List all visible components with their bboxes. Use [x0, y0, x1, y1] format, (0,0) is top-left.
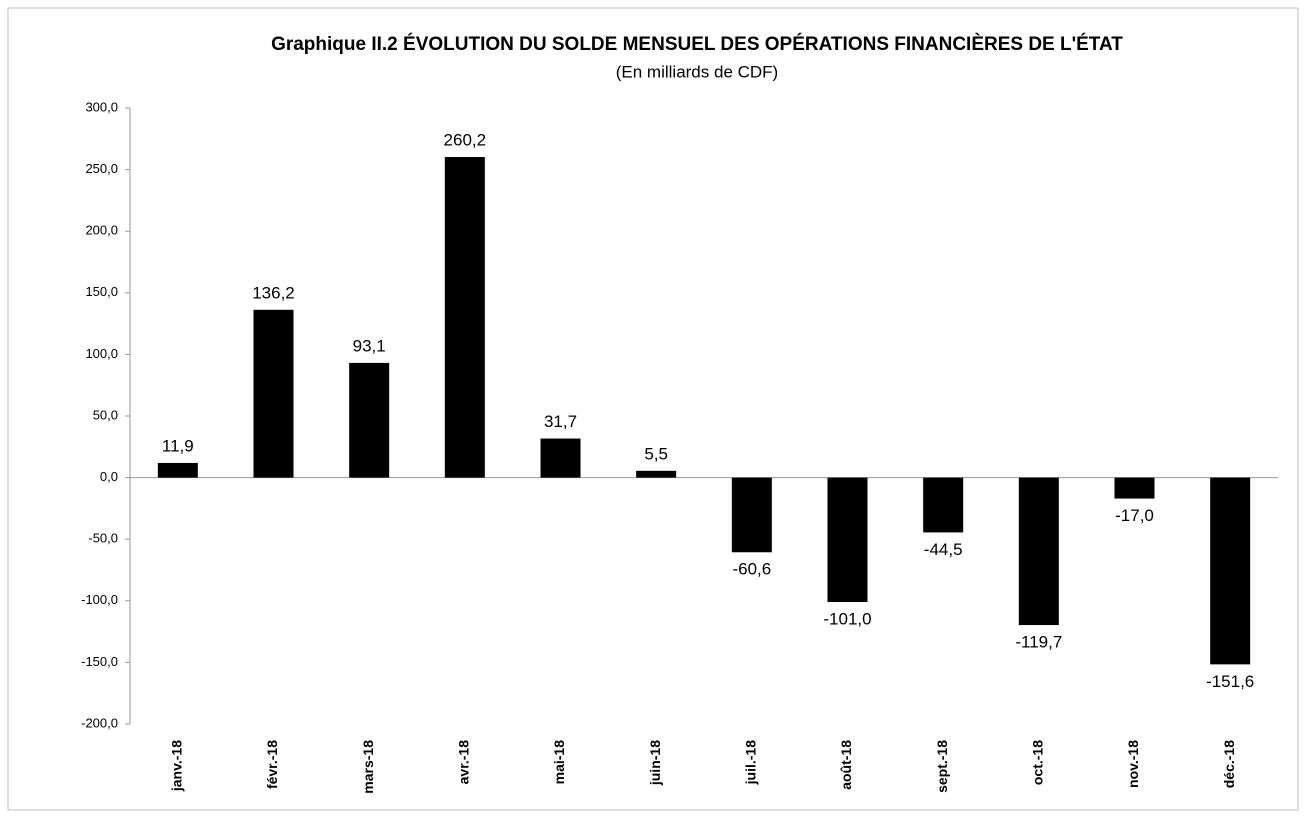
x-tick-label: avr.-18 — [456, 740, 472, 785]
value-label: 11,9 — [162, 436, 194, 455]
bar — [253, 309, 294, 478]
x-tick-label: oct.-18 — [1030, 740, 1046, 785]
chart-title: Graphique II.2 ÉVOLUTION DU SOLDE MENSUE… — [271, 33, 1123, 55]
x-tick-label: nov.-18 — [1125, 740, 1141, 788]
value-label: 31,7 — [544, 412, 577, 431]
chart-border — [7, 7, 1299, 811]
value-label: -101,0 — [823, 610, 871, 629]
value-label: 5,5 — [644, 444, 668, 463]
bar — [1018, 477, 1059, 626]
x-tick-label: sept.-18 — [934, 740, 950, 793]
y-tick-label: 150,0 — [85, 284, 118, 299]
y-tick-label: 100,0 — [85, 346, 118, 361]
x-tick-label: mars-18 — [360, 740, 376, 794]
x-tick-label: août-18 — [838, 740, 854, 790]
value-label: 93,1 — [353, 336, 386, 355]
bar — [1210, 477, 1251, 665]
value-label: 136,2 — [252, 283, 295, 302]
chart-subtitle: (En milliards de CDF) — [616, 62, 778, 81]
value-label: 260,2 — [444, 131, 487, 150]
bar — [349, 362, 390, 478]
y-tick-label: -100,0 — [81, 592, 118, 607]
value-label: -44,5 — [924, 540, 963, 559]
bar — [540, 438, 581, 478]
bar — [827, 477, 868, 603]
bar — [923, 477, 964, 533]
x-tick-label: mai-18 — [551, 740, 567, 785]
x-tick-label: juil.-18 — [743, 740, 759, 786]
bar — [731, 477, 772, 553]
x-tick-label: janv.-18 — [169, 740, 185, 792]
bar — [444, 157, 485, 478]
value-label: -119,7 — [1015, 633, 1062, 652]
y-tick-label: 300,0 — [85, 99, 118, 114]
bar — [1114, 477, 1155, 499]
bar — [157, 462, 198, 478]
y-tick-label: 200,0 — [85, 223, 118, 238]
x-tick-label: déc.-18 — [1221, 740, 1237, 788]
y-tick-label: 50,0 — [93, 407, 118, 422]
x-tick-label: juin-18 — [647, 740, 663, 786]
y-tick-label: 250,0 — [85, 161, 118, 176]
y-tick-label: -200,0 — [81, 715, 118, 730]
value-label: -151,6 — [1206, 672, 1254, 691]
y-tick-label: 0,0 — [100, 469, 118, 484]
x-tick-label: févr.-18 — [264, 740, 280, 789]
value-label: -60,6 — [732, 560, 771, 579]
value-label: -17,0 — [1115, 506, 1154, 525]
y-tick-label: -150,0 — [81, 654, 118, 669]
y-tick-label: -50,0 — [88, 531, 118, 546]
bar — [636, 470, 677, 478]
